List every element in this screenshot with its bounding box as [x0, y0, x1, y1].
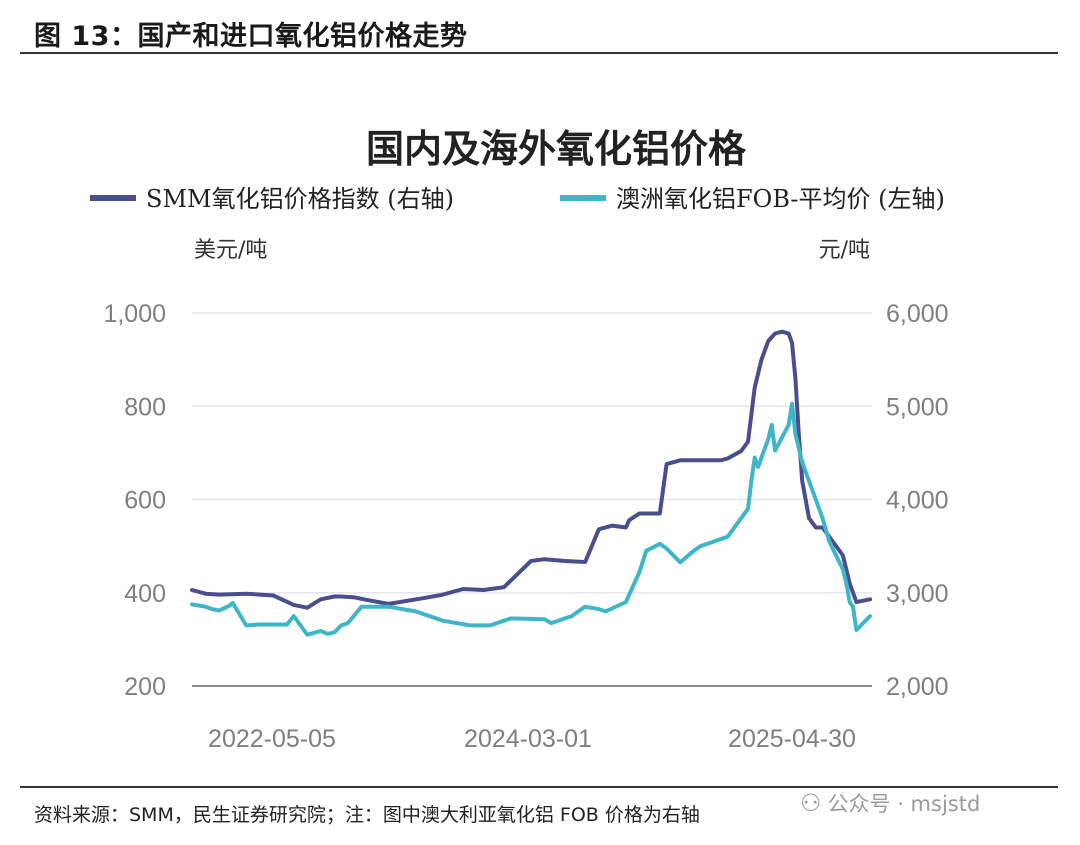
wechat-icon: ⚇ [800, 789, 822, 817]
right-tick-label: 4,000 [886, 487, 949, 515]
left-axis-ticks: 200 400 600 800 1,000 [103, 300, 166, 701]
figure-title: 图 13：国产和进口氧化铝价格走势 [34, 21, 468, 52]
right-tick-label: 2,000 [886, 673, 949, 701]
top-divider [20, 52, 1058, 54]
legend-label-fob: 澳洲氧化铝FOB-平均价 (左轴) [616, 185, 945, 213]
x-tick-label: 2022-05-05 [208, 725, 336, 753]
chart: 国内及海外氧化铝价格 SMM氧化铝价格指数 (右轴) 澳洲氧化铝FOB-平均价 … [90, 127, 949, 753]
source-note: 资料来源：SMM，民生证券研究院；注：图中澳大利亚氧化铝 FOB 价格为右轴 [34, 804, 700, 826]
x-tick-label: 2024-03-01 [464, 725, 592, 753]
x-axis-ticks: 2022-05-05 2024-03-01 2025-04-30 [208, 725, 856, 753]
x-tick-label: 2025-04-30 [728, 725, 856, 753]
series-line-smm [190, 329, 872, 610]
watermark: ⚇ 公众号 · msjstd [800, 788, 980, 818]
chart-title: 国内及海外氧化铝价格 [366, 127, 747, 171]
right-tick-label: 6,000 [886, 300, 949, 328]
left-axis-unit: 美元/吨 [194, 238, 267, 263]
bottom-divider [20, 786, 1058, 788]
legend-label-smm: SMM氧化铝价格指数 (右轴) [146, 185, 454, 213]
left-tick-label: 1,000 [103, 300, 166, 328]
right-axis-unit: 元/吨 [819, 238, 870, 263]
watermark-text: 公众号 · msjstd [827, 792, 981, 816]
left-tick-label: 600 [124, 487, 166, 515]
left-tick-label: 800 [124, 393, 166, 421]
left-tick-label: 400 [124, 580, 166, 608]
right-axis-ticks: 2,000 3,000 4,000 5,000 6,000 [886, 300, 949, 701]
series [190, 329, 872, 637]
right-tick-label: 5,000 [886, 393, 949, 421]
gridlines [192, 312, 872, 687]
right-tick-label: 3,000 [886, 580, 949, 608]
left-tick-label: 200 [124, 673, 166, 701]
series-line-fob [190, 401, 872, 637]
legend: SMM氧化铝价格指数 (右轴) 澳洲氧化铝FOB-平均价 (左轴) [90, 185, 945, 213]
